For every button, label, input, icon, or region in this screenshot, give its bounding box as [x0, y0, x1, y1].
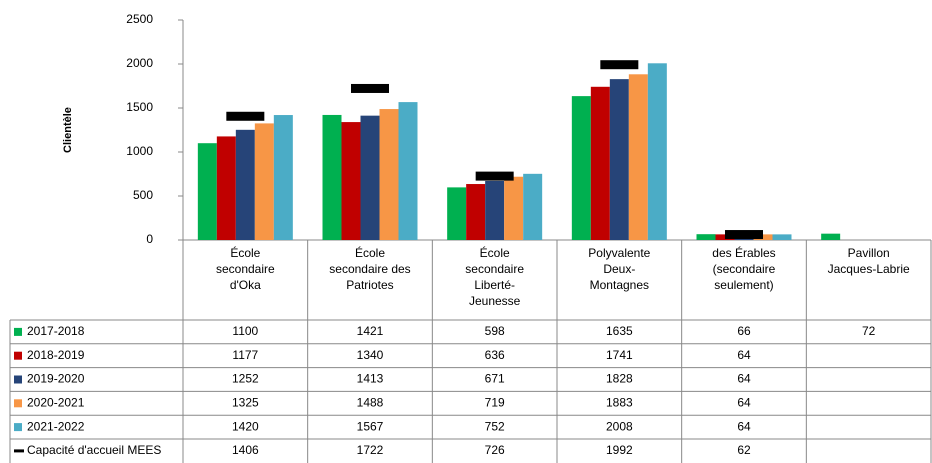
legend-marker [14, 375, 22, 384]
bar [360, 115, 380, 240]
table-cell: 1722 [357, 443, 384, 457]
table-cell: 1883 [606, 395, 633, 409]
legend-label: 2017-2018 [27, 324, 85, 338]
table-cell: 62 [737, 443, 751, 457]
bar [628, 74, 648, 241]
bar [609, 79, 629, 240]
bar [647, 63, 667, 240]
legend-marker [14, 351, 22, 360]
y-tick-label: 2000 [126, 56, 153, 70]
table-cell: 1421 [357, 324, 384, 338]
table-cell: 64 [737, 395, 751, 409]
bar [504, 176, 524, 240]
bar [523, 173, 543, 240]
table-cell: 598 [485, 324, 505, 338]
y-tick-label: 500 [133, 188, 153, 202]
y-tick-label: 0 [146, 232, 153, 246]
table-cell: 64 [737, 372, 751, 386]
table-cell: 1100 [232, 324, 258, 338]
x-tick-label-box: École secondaire Liberté-Jeunesse [432, 245, 557, 309]
table-cell: 1413 [357, 372, 384, 386]
table-cell: 1488 [357, 395, 384, 409]
table-cell: 1177 [232, 348, 258, 362]
bar [322, 114, 342, 240]
x-tick-label-box: Pavillon Jacques-Labrie [806, 245, 931, 277]
table-cell: 2008 [606, 419, 633, 433]
bar [216, 136, 236, 240]
x-tick-label: Polyvalente Deux-Montagnes [588, 246, 651, 292]
bar [273, 115, 293, 240]
y-tick-label: 2500 [126, 12, 153, 26]
table-cell: 64 [737, 348, 751, 362]
bar [235, 129, 255, 240]
x-tick-label-box: École secondaire des Patriotes [308, 245, 433, 293]
table-cell: 1828 [606, 372, 633, 386]
y-axis-title: Clientèle [62, 107, 74, 153]
legend-label: 2021-2022 [27, 419, 85, 433]
x-tick-label-box: École secondaire d'Oka [183, 245, 308, 293]
bar [341, 122, 361, 240]
bar [821, 233, 841, 240]
x-tick-label: Pavillon Jacques-Labrie [827, 246, 910, 276]
table-cell: 1992 [606, 443, 633, 457]
table-cell: 752 [485, 419, 505, 433]
table-cell: 726 [485, 443, 505, 457]
table-cell: 72 [862, 324, 876, 338]
x-tick-label: École secondaire d'Oka [215, 246, 275, 292]
x-tick-label: des Érables (secondaire seulement) [712, 246, 776, 292]
table-cell: 1420 [232, 419, 259, 433]
bar [447, 187, 467, 240]
table-cell: 1406 [232, 443, 259, 457]
table-cell: 719 [485, 395, 505, 409]
table-cell: 66 [737, 324, 751, 338]
y-tick-label: 1500 [126, 100, 153, 114]
capacity-marker [725, 230, 763, 240]
table-cell: 636 [485, 348, 505, 362]
table-cell: 1340 [357, 348, 384, 362]
table-cell: 1741 [606, 348, 633, 362]
table-cell: 1635 [606, 324, 633, 338]
x-tick-label: École secondaire des Patriotes [329, 246, 411, 292]
legend-label: Capacité d'accueil MEES [27, 443, 161, 457]
capacity-marker [600, 60, 639, 70]
legend-marker [14, 449, 24, 453]
bar [197, 143, 217, 240]
bar [571, 96, 591, 241]
legend-label: 2020-2021 [27, 395, 85, 409]
table-cell: 671 [485, 372, 505, 386]
table-cell: 1567 [357, 419, 384, 433]
x-tick-label: École secondaire Liberté-Jeunesse [465, 246, 525, 308]
bar [254, 123, 274, 240]
table-cell: 64 [737, 419, 751, 433]
capacity-marker [226, 111, 265, 121]
bar [485, 180, 505, 240]
table-cell: 1325 [232, 395, 259, 409]
capacity-marker [475, 171, 514, 181]
legend-marker [14, 423, 22, 432]
bar [398, 102, 418, 240]
capacity-marker [351, 83, 389, 93]
x-tick-label-box: des Érables (secondaire seulement) [682, 245, 807, 293]
x-tick-label-box: Polyvalente Deux-Montagnes [557, 245, 682, 293]
bar [379, 109, 399, 240]
legend-label: 2019-2020 [27, 372, 85, 386]
legend-label: 2018-2019 [27, 348, 85, 362]
bar [772, 234, 792, 240]
legend-marker [14, 327, 22, 336]
legend-marker [14, 399, 22, 408]
bar [466, 184, 486, 240]
bar [590, 86, 610, 241]
y-tick-label: 1000 [126, 144, 153, 158]
table-cell: 1252 [232, 372, 259, 386]
bar [696, 234, 716, 240]
